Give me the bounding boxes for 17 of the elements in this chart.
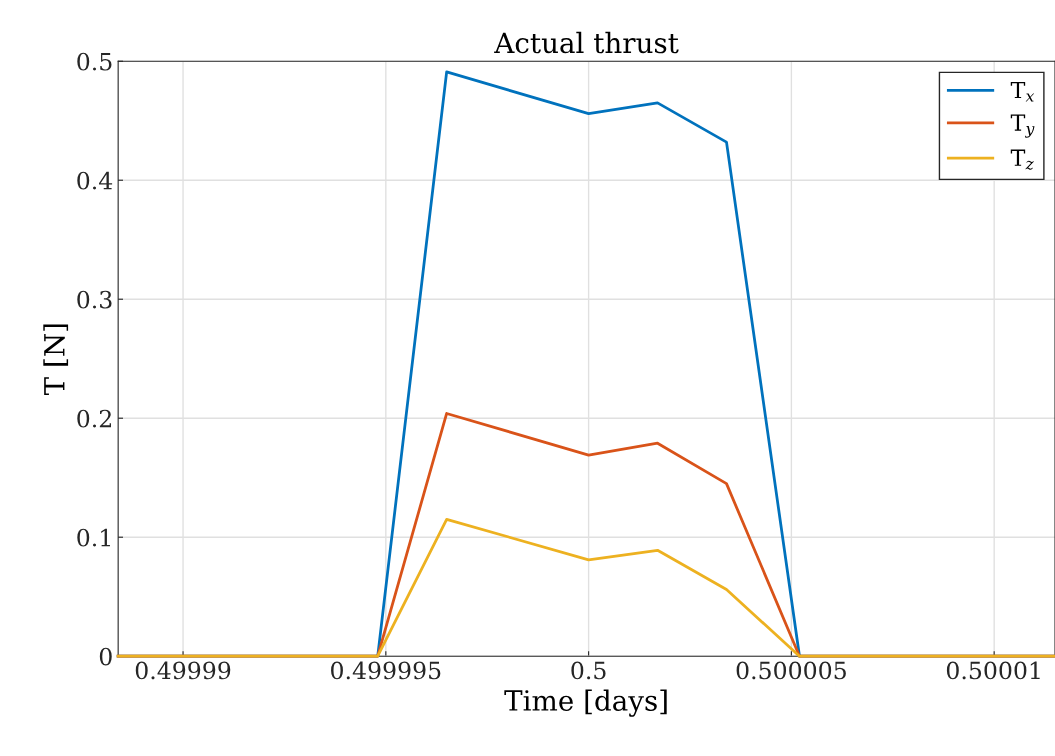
y-tick-label: 0.5: [77, 52, 112, 71]
x-tick-label: 0.500005: [736, 661, 846, 680]
y-tick-label: 0.2: [77, 409, 111, 428]
legend-label: T$_{y}$: [1010, 114, 1035, 138]
legend-label: T$_{x}$: [1010, 81, 1035, 102]
x-tick-label: 0.50001: [946, 661, 1040, 680]
x-tick-label: 0.499995: [331, 661, 441, 680]
x-axis-title: Time [days]: [504, 689, 667, 717]
y-tick-label: 0.4: [77, 171, 113, 190]
y-tick-label: 0.1: [77, 528, 110, 547]
x-tick-label: 0.5: [571, 661, 606, 680]
x-tick-label: 0.49999: [135, 661, 231, 680]
y-axis-title: T [N]: [43, 324, 69, 396]
chart-title: Actual thrust: [494, 31, 679, 54]
y-tick-label: 0.3: [77, 290, 112, 309]
legend-label: T$_{z}$: [1010, 149, 1034, 170]
y-tick-label: 0: [99, 647, 112, 666]
